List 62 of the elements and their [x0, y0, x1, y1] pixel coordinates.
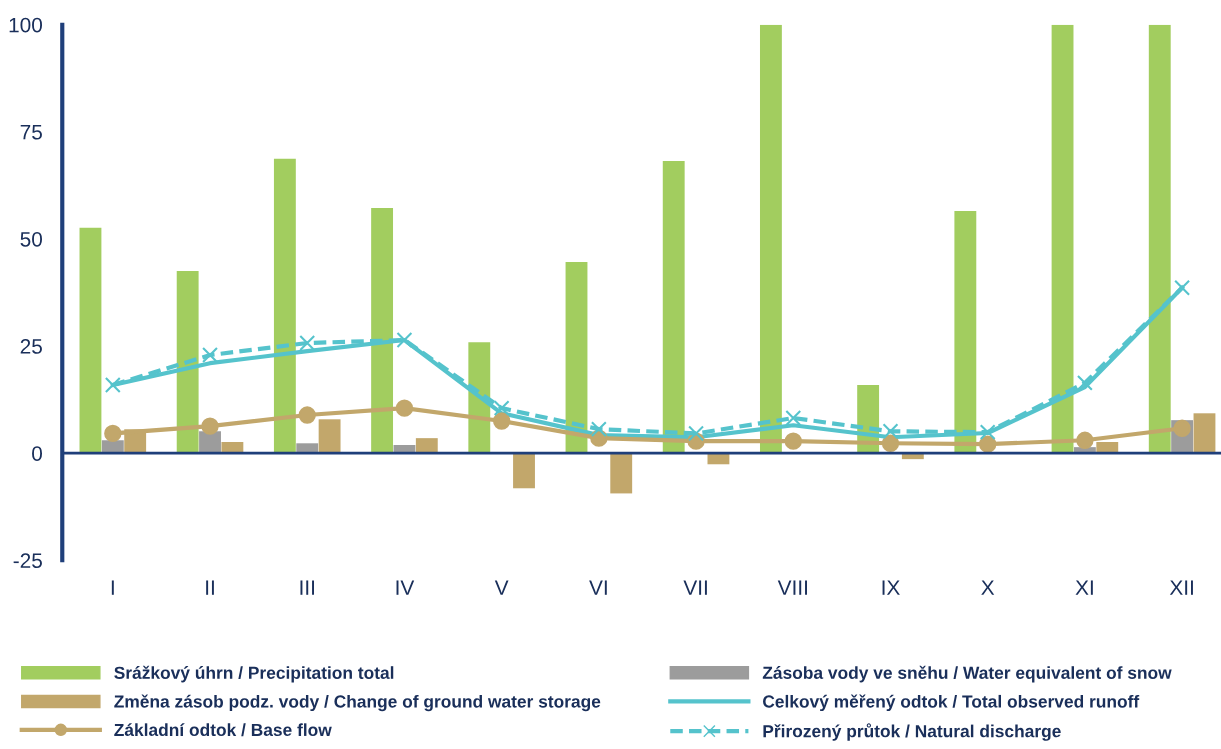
y-tick-label: 0: [32, 446, 43, 461]
bar: [221, 442, 244, 454]
legend-label: Celkový měřený odtok / Total observed runoff: [763, 694, 1140, 712]
point: [202, 347, 219, 364]
point: [881, 434, 900, 452]
point: [979, 424, 996, 441]
bar: [79, 227, 102, 454]
bar: [954, 211, 977, 454]
legend-label: Zásoba vody ve sněhu / Water equivalent of snow: [762, 665, 1172, 683]
point: [493, 400, 510, 417]
x-tick-label: VII: [683, 580, 707, 595]
point: [299, 335, 316, 352]
bar: [296, 443, 319, 454]
bar: [662, 160, 685, 454]
bar: [610, 453, 633, 494]
point: [104, 424, 122, 443]
bar: [415, 438, 438, 454]
point: [1174, 279, 1191, 296]
y-tick-label: 50: [20, 231, 43, 247]
x-tick-label: IV: [396, 580, 415, 595]
bar: [565, 262, 588, 454]
legend-label: Přirozený průtok / Natural discharge: [763, 723, 1061, 741]
x-tick-label: IX: [882, 580, 900, 595]
bar: [371, 208, 394, 454]
bar: [318, 419, 341, 454]
bar: [1148, 24, 1171, 454]
y-tick-label: 75: [20, 125, 42, 140]
y-tick-label: -25: [13, 553, 42, 569]
x-tick-label: V: [494, 580, 509, 595]
x-tick-label: I: [111, 580, 114, 595]
legend-label: Základní odtok / Base flow: [114, 723, 332, 737]
point: [396, 332, 413, 349]
point: [979, 435, 997, 453]
point: [590, 421, 607, 438]
point: [492, 412, 511, 430]
x-tick-label: XI: [1075, 580, 1093, 595]
point: [104, 377, 121, 394]
point: [201, 417, 219, 435]
point: [688, 425, 705, 442]
point: [785, 410, 802, 426]
x-tick-label: XII: [1169, 580, 1193, 595]
legend-label: Změna zásob podz. vody / Change of ground water storage: [114, 694, 601, 712]
bar: [513, 453, 535, 489]
point: [1076, 431, 1094, 449]
x-tick-label: VI: [589, 580, 607, 595]
bar: [176, 271, 199, 454]
y-tick-label: 100: [9, 17, 43, 33]
y-tick-label: 25: [20, 339, 42, 354]
x-tick-label: II: [206, 580, 214, 595]
point: [1076, 374, 1093, 391]
bar: [273, 158, 296, 454]
point: [395, 399, 414, 417]
bar: [759, 24, 782, 454]
legend-label: Srážkový úhrn / Precipitation total: [114, 665, 394, 683]
x-tick-label: X: [981, 580, 995, 595]
bar: [1193, 413, 1216, 454]
point: [882, 423, 899, 440]
point: [784, 432, 802, 450]
bar: [1051, 24, 1074, 454]
point: [298, 406, 316, 424]
x-tick-label: III: [300, 580, 314, 595]
x-tick-label: VIII: [777, 580, 807, 595]
